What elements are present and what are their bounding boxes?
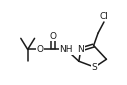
Text: S: S	[92, 63, 98, 72]
Text: NH: NH	[59, 45, 73, 54]
Text: N: N	[77, 45, 84, 54]
Text: O: O	[50, 32, 57, 41]
Text: O: O	[37, 45, 44, 54]
Text: Cl: Cl	[100, 12, 108, 21]
